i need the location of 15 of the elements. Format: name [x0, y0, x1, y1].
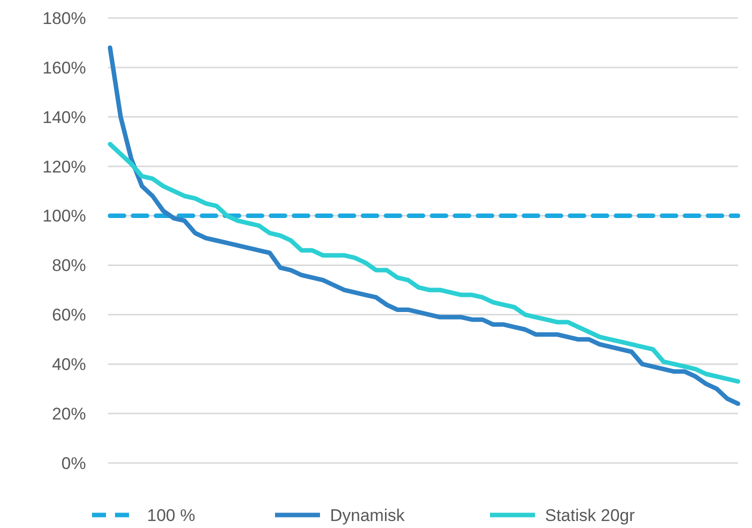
- legend-label: Dynamisk: [330, 506, 406, 525]
- line-series: [108, 142, 740, 384]
- legend-label: 100 %: [147, 506, 196, 525]
- y-tick-label: 60%: [52, 306, 86, 325]
- y-tick-label: 0%: [61, 454, 86, 473]
- y-tick-label: 40%: [52, 355, 86, 374]
- y-tick-label: 180%: [42, 8, 86, 28]
- y-tick-label: 100%: [42, 206, 86, 226]
- y-tick-label: 20%: [52, 404, 86, 424]
- y-tick-label: 80%: [52, 256, 86, 276]
- line-series: [108, 45, 740, 406]
- y-tick-label: 160%: [42, 58, 86, 78]
- y-tick-label: 120%: [42, 157, 86, 176]
- y-tick-label: 140%: [42, 108, 86, 127]
- legend-label: Statisk 20gr: [545, 506, 636, 525]
